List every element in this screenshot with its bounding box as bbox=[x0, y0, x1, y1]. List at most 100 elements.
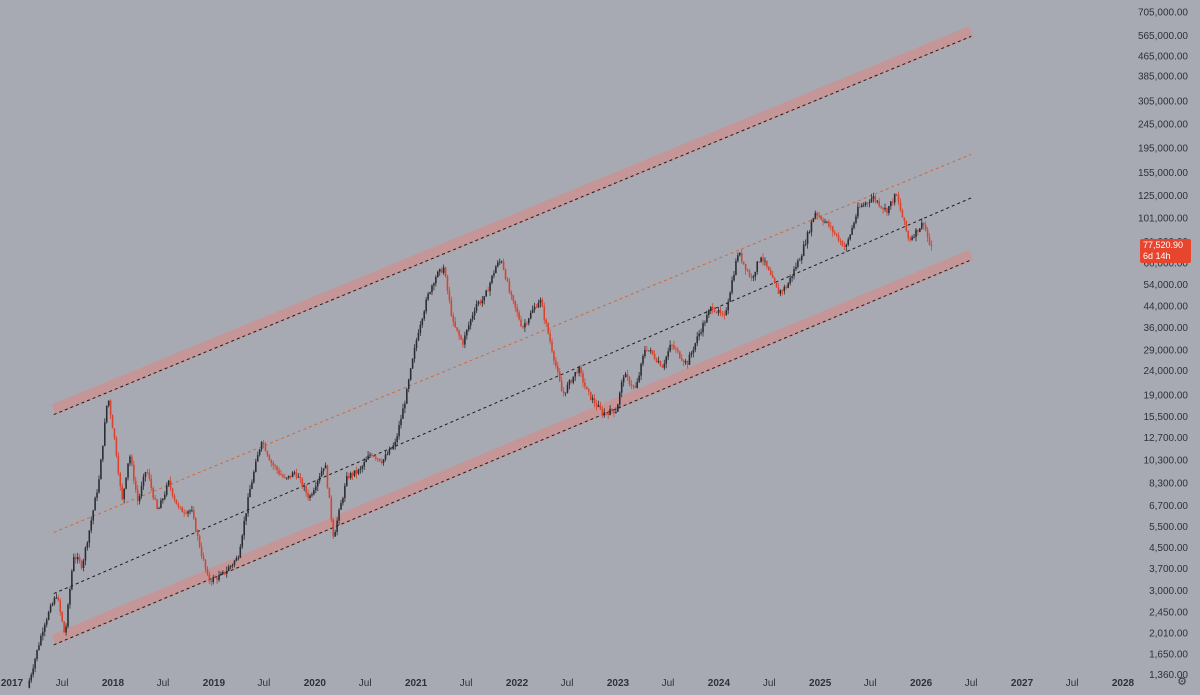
candle-body bbox=[59, 600, 62, 612]
candle-body bbox=[361, 466, 364, 469]
candle-body bbox=[514, 300, 517, 308]
candle-body bbox=[270, 460, 273, 463]
candle-body bbox=[541, 299, 544, 307]
candle-body bbox=[646, 349, 648, 351]
candle-body bbox=[888, 206, 890, 213]
price-tick-label: 195,000.00 bbox=[1138, 144, 1188, 155]
candle-body bbox=[855, 216, 857, 223]
candle-body bbox=[258, 449, 261, 455]
candle-body bbox=[103, 422, 106, 446]
time-tick-label: Jul bbox=[763, 678, 776, 689]
candle-body bbox=[851, 227, 853, 235]
candle-body bbox=[469, 319, 472, 326]
candle-body bbox=[644, 349, 646, 357]
candle-body bbox=[332, 519, 335, 537]
candle-body bbox=[78, 557, 81, 561]
candle-body bbox=[390, 449, 393, 450]
candle-body bbox=[818, 215, 820, 217]
price-tick-label: 66,000.00 bbox=[1144, 259, 1189, 270]
candle-body bbox=[634, 385, 637, 388]
candle-body bbox=[649, 350, 652, 352]
candle-body bbox=[924, 225, 927, 230]
time-axis[interactable]: 2017 Jul 2018 Jul 2019 Jul 2020 Jul 2021 Jul 2022 J… bbox=[1, 678, 1135, 689]
candle-body bbox=[773, 277, 776, 284]
candle-body bbox=[609, 408, 611, 416]
candle-body bbox=[822, 219, 824, 223]
candle-body bbox=[845, 244, 848, 247]
candle-body bbox=[847, 239, 850, 245]
candle-body bbox=[400, 418, 402, 426]
price-tick-label: 8,300.00 bbox=[1149, 478, 1188, 489]
candle-body bbox=[253, 471, 255, 483]
candle-body bbox=[179, 506, 182, 508]
candle-body bbox=[467, 325, 470, 330]
candle-body bbox=[661, 365, 664, 368]
candle-body bbox=[109, 400, 112, 416]
candle-body bbox=[814, 212, 817, 219]
candle-body bbox=[504, 269, 507, 280]
candle-body bbox=[320, 471, 323, 477]
candle-body bbox=[316, 480, 319, 487]
candle-body bbox=[831, 226, 834, 232]
candle-body bbox=[880, 206, 882, 208]
candle-body bbox=[158, 508, 160, 510]
candle-body bbox=[500, 261, 503, 263]
candle-body bbox=[531, 309, 534, 313]
candle-body bbox=[231, 564, 234, 566]
candle-body bbox=[162, 498, 164, 501]
candle-body bbox=[264, 443, 267, 452]
candle-body bbox=[584, 382, 586, 387]
candle-body bbox=[810, 221, 813, 233]
candle-body bbox=[537, 302, 540, 308]
candle-body bbox=[307, 492, 309, 498]
candle-body bbox=[460, 335, 462, 340]
gear-icon[interactable]: ⚙ bbox=[1177, 676, 1187, 688]
last-price-value: 77,520.90 bbox=[1143, 240, 1184, 250]
candle-body bbox=[357, 469, 360, 474]
candle-body bbox=[653, 354, 656, 359]
candle-body bbox=[779, 290, 782, 294]
candle-body bbox=[282, 475, 284, 478]
candle-body bbox=[378, 458, 381, 462]
price-tick-label: 2,010.00 bbox=[1149, 629, 1188, 640]
candle-body bbox=[274, 465, 276, 467]
candle-body bbox=[560, 380, 563, 392]
candle-body bbox=[462, 339, 464, 345]
candle-body bbox=[802, 244, 805, 256]
price-axis[interactable]: 705,000.00 565,000.00 465,000.00 385,000.00… bbox=[1138, 7, 1188, 681]
candle-body bbox=[673, 345, 675, 349]
time-tick-label: Jul bbox=[965, 678, 978, 689]
candle-body bbox=[622, 377, 625, 383]
candle-body bbox=[365, 459, 367, 463]
candle-body bbox=[911, 237, 913, 240]
candle-body bbox=[630, 384, 633, 386]
price-tick-label: 12,700.00 bbox=[1144, 433, 1189, 444]
time-tick-label: 2028 bbox=[1112, 678, 1135, 689]
time-tick-label: Jul bbox=[56, 678, 69, 689]
candle-body bbox=[150, 478, 153, 488]
candle-body bbox=[123, 488, 125, 500]
candle-body bbox=[491, 275, 493, 283]
candle-body bbox=[336, 520, 338, 532]
candle-body bbox=[872, 196, 875, 199]
candle-body bbox=[520, 319, 522, 327]
candle-body bbox=[615, 411, 617, 414]
candle-body bbox=[758, 261, 760, 263]
candle-body bbox=[568, 380, 571, 385]
candle-body bbox=[407, 379, 410, 389]
candle-body bbox=[38, 645, 40, 650]
candle-body bbox=[919, 228, 921, 232]
candle-body bbox=[735, 261, 737, 275]
price-tick-label: 19,000.00 bbox=[1144, 391, 1189, 402]
candle-body bbox=[187, 511, 189, 514]
candle-body bbox=[305, 486, 307, 493]
time-tick-label: Jul bbox=[359, 678, 372, 689]
candle-body bbox=[595, 403, 598, 407]
candle-body bbox=[698, 333, 700, 337]
candle-body bbox=[721, 313, 724, 315]
candle-body bbox=[564, 392, 567, 394]
candle-body bbox=[769, 270, 772, 275]
candle-body bbox=[797, 260, 799, 267]
